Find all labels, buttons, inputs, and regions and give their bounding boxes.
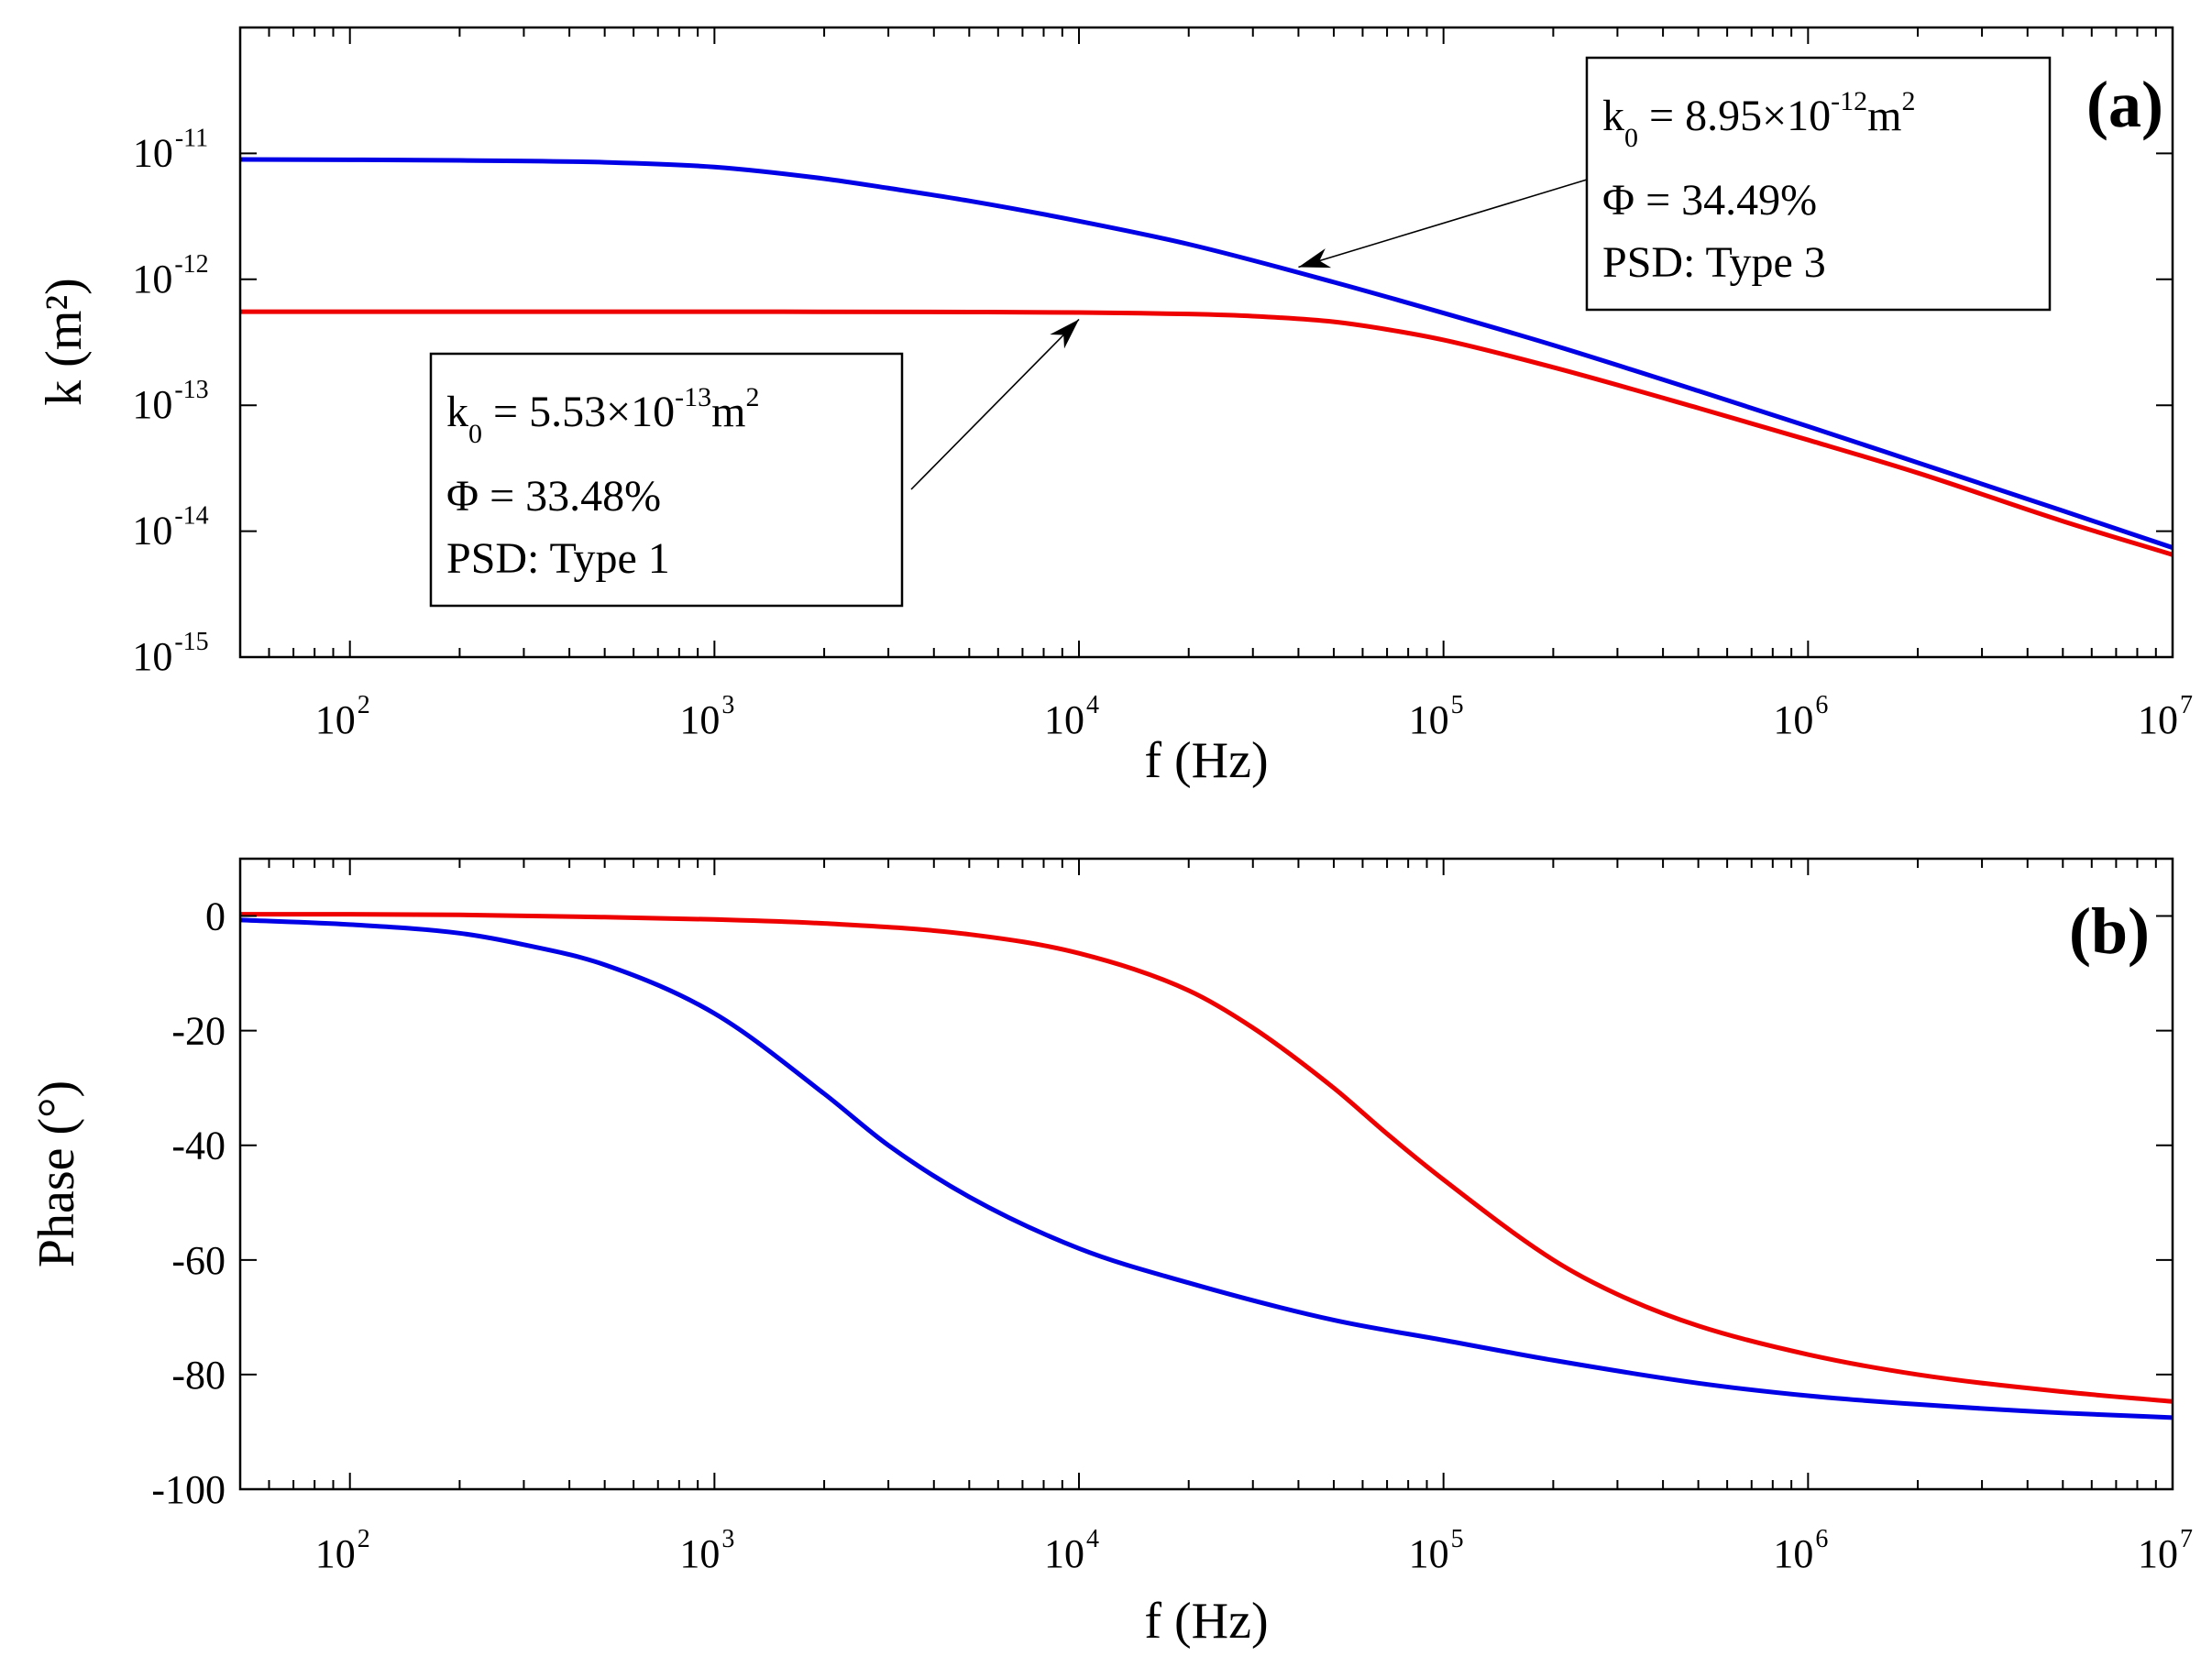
panel-a-ytick-label: 10-13 bbox=[132, 376, 208, 427]
panel-b-ytick-label: -20 bbox=[171, 1009, 226, 1054]
panel-a-xtick-label: 105 bbox=[1409, 691, 1464, 742]
panel-a-ytick-label: 10-15 bbox=[132, 628, 208, 679]
annotation-type3: k0 = 8.95×10-12m2 Φ = 34.49% PSD: Type 3 bbox=[1585, 56, 2052, 312]
annotation-type1-psd: PSD: Type 1 bbox=[446, 534, 670, 583]
panel-b-ytick-label: 0 bbox=[205, 894, 226, 939]
annotation-type1-arrow-head bbox=[1050, 319, 1080, 349]
annotation-type3-arrow-head bbox=[1298, 248, 1332, 269]
panel-a-xlabel: f (Hz) bbox=[1144, 732, 1268, 789]
panel-b-phase: 102 103 104 105 106 107 0 -20 -40 -60 -80 -100 Phas… bbox=[28, 857, 2193, 1650]
panel-b-series-type1-line bbox=[240, 912, 2173, 1404]
panel-a-ytick-label: 10-14 bbox=[132, 502, 208, 554]
panel-b-ytick-label: -100 bbox=[151, 1467, 226, 1512]
panel-a-xtick-label: 107 bbox=[2138, 691, 2193, 742]
panel-a-ticks-group: 102 103 104 105 106 107 10-15 10-14 10-13 10-12 10… bbox=[132, 27, 2193, 742]
panel-b-xtick-label: 102 bbox=[315, 1525, 370, 1576]
panel-a-xtick-label: 102 bbox=[315, 691, 370, 742]
panel-b-ytick-label: -80 bbox=[171, 1353, 226, 1398]
panel-a-series-type3-line bbox=[240, 157, 2173, 551]
panel-a-arrows-group bbox=[910, 179, 1588, 490]
panel-a-xtick-label: 104 bbox=[1044, 691, 1099, 742]
panel-a-series-group bbox=[240, 157, 2173, 557]
annotation-type3-box bbox=[1585, 56, 2052, 312]
annotation-type1: k0 = 5.53×10-13m2 Φ = 33.48% PSD: Type 1 bbox=[429, 352, 904, 608]
panel-a-series-type1-line bbox=[240, 309, 2173, 557]
panel-b-ticks-group: 102 103 104 105 106 107 0 -20 -40 -60 -80 -100 bbox=[151, 859, 2193, 1576]
panel-b-series-type3-line bbox=[240, 917, 2173, 1420]
panel-a-plot-frame bbox=[238, 26, 2174, 659]
panel-a-xtick-label: 103 bbox=[679, 691, 734, 742]
panel-b-ytick-label: -40 bbox=[171, 1124, 226, 1168]
panel-b-plot-frame bbox=[238, 857, 2174, 1491]
panel-b-xlabel: f (Hz) bbox=[1144, 1593, 1268, 1650]
panel-a-ylabel: k (m²) bbox=[36, 278, 93, 406]
panel-b-series-group bbox=[240, 912, 2173, 1420]
panel-b-xtick-label: 105 bbox=[1409, 1525, 1464, 1576]
annotation-type1-k0: k0 = 5.53×10-13m2 bbox=[446, 382, 759, 449]
annotation-type3-arrow-line bbox=[1298, 179, 1588, 269]
panel-b-label: (b) bbox=[2069, 894, 2150, 968]
panel-b-xtick-label: 106 bbox=[1773, 1525, 1828, 1576]
annotation-type3-psd: PSD: Type 3 bbox=[1602, 238, 1826, 287]
panel-b-xtick-label: 104 bbox=[1044, 1525, 1099, 1576]
annotation-type3-phi: Φ = 34.49% bbox=[1602, 176, 1817, 225]
panel-b-ytick-label: -60 bbox=[171, 1238, 226, 1283]
panel-a-label: (a) bbox=[2086, 68, 2163, 141]
panel-b-xtick-label: 107 bbox=[2138, 1525, 2193, 1576]
panel-a-permeability: 102 103 104 105 106 107 10-15 10-14 10-13 10-12 10… bbox=[36, 26, 2193, 789]
annotation-type3-k0: k0 = 8.95×10-12m2 bbox=[1602, 86, 1915, 153]
panel-a-xtick-label: 106 bbox=[1773, 691, 1828, 742]
panel-a-ytick-label: 10-12 bbox=[132, 250, 208, 302]
annotation-type1-box bbox=[429, 352, 904, 608]
annotation-type1-phi: Φ = 33.48% bbox=[446, 472, 661, 521]
annotation-type1-arrow-line bbox=[910, 318, 1080, 490]
panel-b-xtick-label: 103 bbox=[679, 1525, 734, 1576]
panel-a-ytick-label: 10-11 bbox=[133, 124, 208, 175]
panel-b-ylabel: Phase (°) bbox=[28, 1080, 85, 1267]
